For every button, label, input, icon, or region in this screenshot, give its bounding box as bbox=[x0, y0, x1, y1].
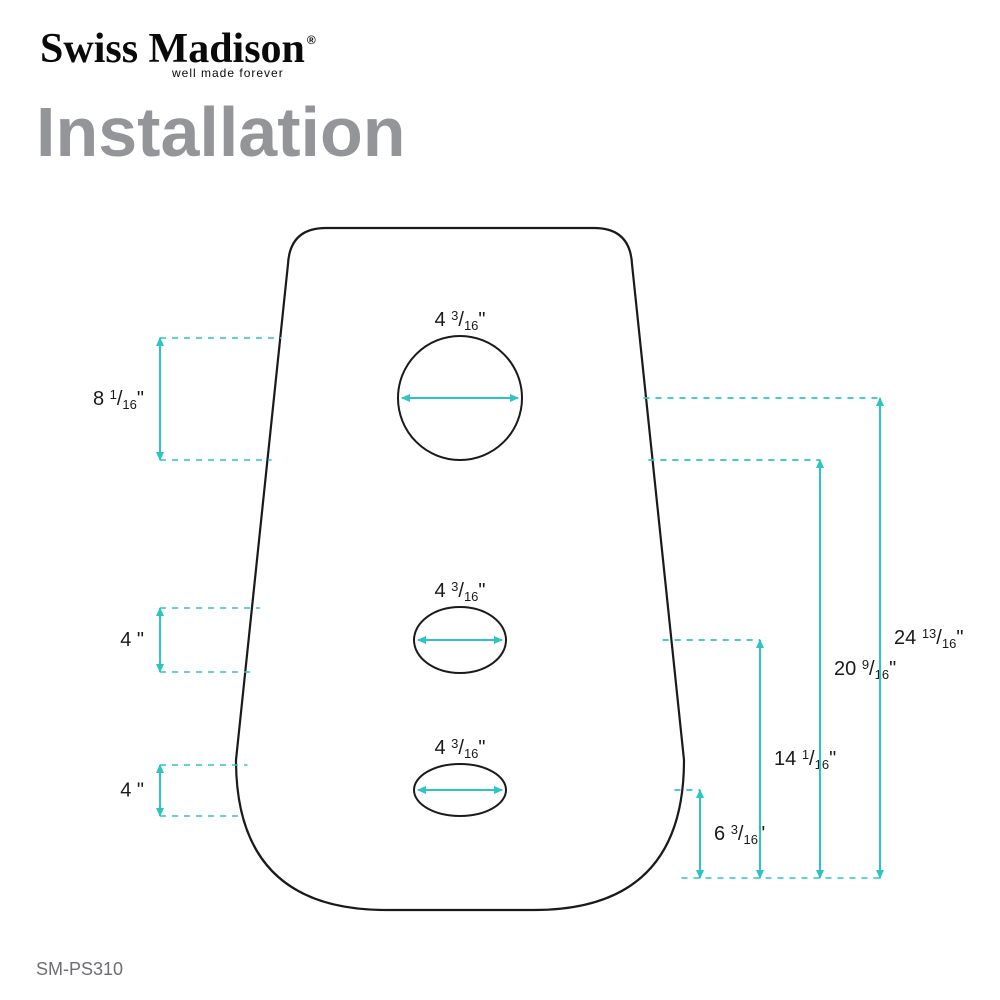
right-dim-4-label: 24 13/16" bbox=[894, 626, 963, 651]
left-dim-3-label: 4 " bbox=[120, 780, 144, 802]
hole-3-label: 4 3/16" bbox=[434, 736, 485, 761]
hole-2-label: 4 3/16" bbox=[434, 579, 485, 604]
right-dim-2-label: 14 1/16" bbox=[774, 747, 836, 772]
right-dim-3-label: 20 9/16" bbox=[834, 657, 896, 682]
hole-1-label: 4 3/16" bbox=[434, 308, 485, 333]
installation-diagram: 4 3/16" 4 3/16" 4 3/16" 8 1/16" 4 " 4 " 6 3/… bbox=[0, 0, 1000, 1000]
page: Swiss Madison® well made forever Install… bbox=[0, 0, 1000, 1000]
left-dim-1-label: 8 1/16" bbox=[93, 387, 144, 412]
left-dim-2-label: 4 " bbox=[120, 629, 144, 651]
model-number: SM-PS310 bbox=[36, 959, 123, 980]
right-dim-1-label: 6 3/16" bbox=[714, 822, 765, 847]
